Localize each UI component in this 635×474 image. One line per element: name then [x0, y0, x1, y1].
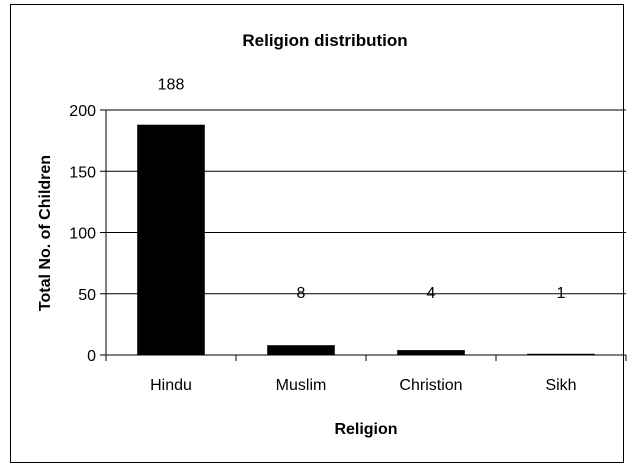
bars	[137, 124, 595, 355]
data-label-muslim: 8	[297, 285, 306, 302]
bar-christion	[397, 350, 465, 355]
data-label-hindu: 188	[158, 77, 185, 94]
bar-muslim	[267, 345, 335, 355]
y-tick-label-150: 150	[69, 164, 96, 181]
x-tick-label-muslim: Muslim	[276, 377, 327, 394]
y-tick-label-50: 50	[78, 287, 96, 304]
data-label-sikh: 1	[557, 285, 566, 302]
y-tick-label-100: 100	[69, 226, 96, 243]
data-labels: 188 8 4 1	[158, 77, 566, 302]
axes	[100, 109, 627, 361]
y-tick-label-0: 0	[87, 348, 96, 365]
data-label-christion: 4	[427, 285, 436, 302]
y-tick-labels: 0 50 100 150 200	[69, 103, 96, 365]
x-tick-label-hindu: Hindu	[150, 377, 192, 394]
y-axis-title: Total No. of Children	[37, 155, 54, 311]
x-tick-labels: Hindu Muslim Christion Sikh	[150, 377, 576, 394]
chart-frame	[10, 4, 624, 463]
chart-title: Religion distribution	[242, 31, 407, 50]
y-tick-label-200: 200	[69, 103, 96, 120]
x-tick-label-christion: Christion	[399, 377, 462, 394]
x-axis-title: Religion	[334, 421, 397, 438]
x-tick-label-sikh: Sikh	[545, 377, 576, 394]
bar-sikh	[527, 353, 595, 355]
bar-hindu	[137, 124, 205, 355]
